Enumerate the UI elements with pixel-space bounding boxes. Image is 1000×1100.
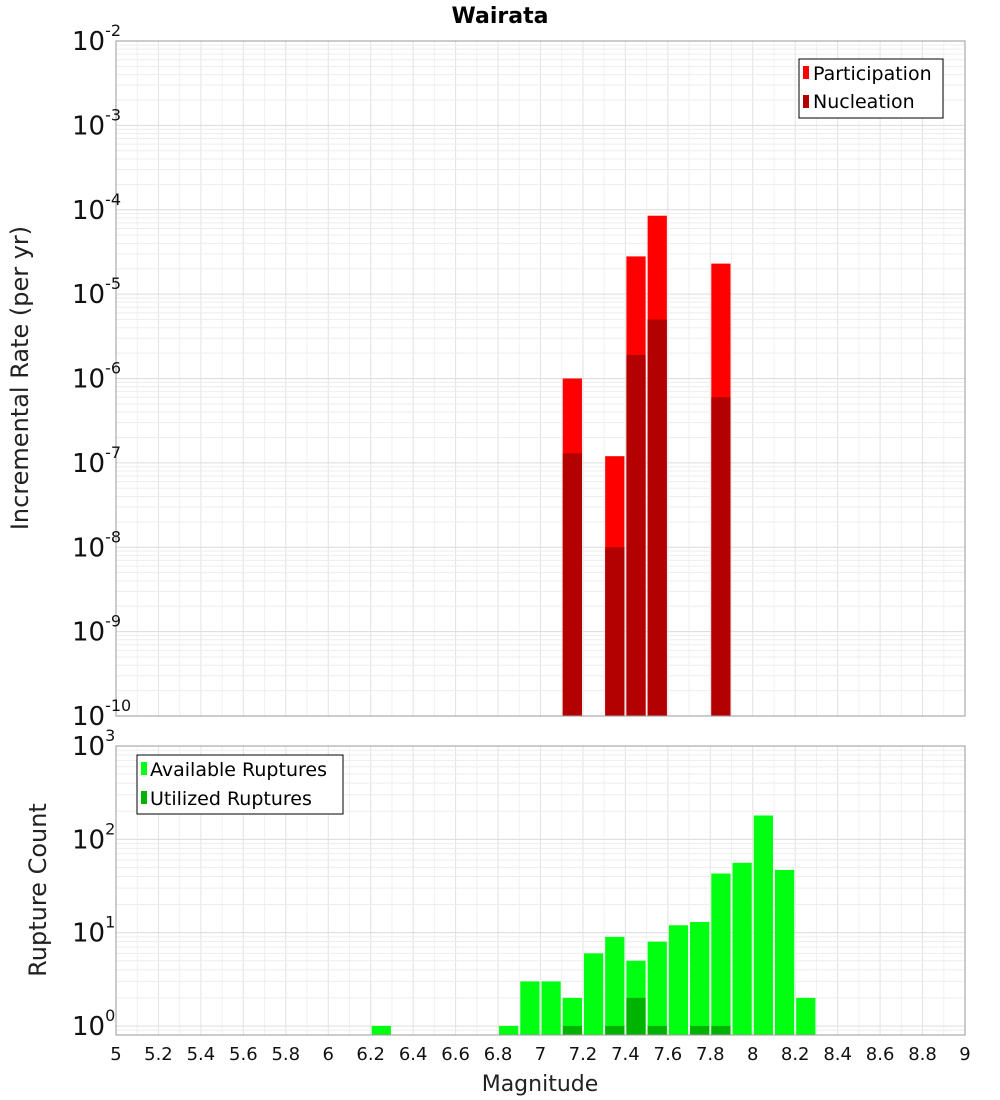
bar-available-ruptures [753,815,773,1035]
legend-swatch-available [141,762,147,775]
top-legend-box [798,58,944,119]
x-tick-label: 6.2 [356,1044,385,1065]
y-tick-label: 10-10 [72,696,131,732]
bottom-legend: Available Ruptures Utilized Ruptures [136,754,344,815]
top-y-axis-label: Incremental Rate (per yr) [6,226,34,530]
y-tick-label: 10-6 [72,359,121,395]
top-bars [562,215,731,717]
x-tick-label: 6.4 [399,1044,428,1065]
bar-available-ruptures [371,1025,391,1035]
bar-available-ruptures [605,936,625,1035]
top-y-axis-ticks: 10-10 10-9 10-8 10-7 10-6 10-5 10-4 10-3 10-2 [72,21,131,732]
bar-available-ruptures [541,981,561,1035]
x-tick-label: 8.2 [781,1044,810,1065]
bar-utilized-ruptures [605,1025,625,1035]
bar-nucleation [711,397,731,716]
bar-nucleation [626,354,646,716]
top-legend: Participation Nucleation [798,58,944,119]
legend-swatch-utilized [141,791,147,804]
x-tick-label: 8.8 [908,1044,937,1065]
y-tick-label: 101 [72,913,115,949]
x-axis-ticks: 5 5.2 5.4 5.6 5.8 6 6.2 6.4 6.6 6.8 7 7.2 7.4 7.6 7.8 8… [110,1044,970,1065]
x-tick-label: 8 [747,1044,758,1065]
chart-title: Wairata [452,4,549,29]
x-tick-label: 5.8 [271,1044,300,1065]
bar-utilized-ruptures [562,1025,582,1035]
top-grid [115,40,966,717]
bar-available-ruptures [520,981,540,1035]
y-tick-label: 100 [72,1006,115,1042]
y-tick-label: 10-8 [72,527,121,563]
legend-label-nucleation: Nucleation [813,91,915,113]
bottom-plot-frame [115,745,966,1036]
x-axis-label: Magnitude [482,1072,599,1097]
x-tick-label: 6.8 [484,1044,513,1065]
x-tick-label: 9 [959,1044,970,1065]
y-tick-label: 10-7 [72,443,121,479]
legend-swatch-participation [803,66,809,79]
bottom-legend-box [136,754,344,815]
y-tick-label: 10-3 [72,105,121,141]
y-tick-label: 10-2 [72,21,121,57]
bar-available-ruptures [499,1025,519,1035]
x-tick-label: 5.6 [229,1044,258,1065]
legend-label-participation: Participation [813,63,932,85]
x-tick-label: 7.8 [696,1044,725,1065]
bar-nucleation [562,453,582,716]
x-tick-label: 6.6 [441,1044,470,1065]
bar-available-ruptures [690,922,710,1035]
x-tick-label: 5.4 [187,1044,216,1065]
x-tick-label: 5.2 [144,1044,173,1065]
x-tick-label: 8.4 [823,1044,852,1065]
bar-available-ruptures [647,941,667,1035]
bottom-y-axis-ticks: 100 101 102 103 [72,726,115,1042]
legend-swatch-nucleation [803,95,809,108]
bottom-bars [371,815,816,1035]
top-plot-frame [115,40,966,717]
bar-available-ruptures [562,997,582,1035]
bar-available-ruptures [711,873,731,1035]
bar-utilized-ruptures [626,997,646,1035]
bar-available-ruptures [668,925,689,1035]
x-tick-label: 7.2 [569,1044,598,1065]
y-tick-label: 10-9 [72,612,121,648]
legend-label-available: Available Ruptures [150,759,327,781]
x-tick-label: 8.6 [866,1044,895,1065]
bar-nucleation [647,319,667,716]
x-tick-label: 7.6 [654,1044,683,1065]
legend-label-utilized: Utilized Ruptures [150,788,312,810]
bar-utilized-ruptures [690,1025,710,1035]
x-tick-label: 7 [535,1044,546,1065]
x-tick-label: 7.4 [611,1044,640,1065]
bar-available-ruptures [583,953,604,1035]
bar-available-ruptures [796,997,816,1035]
y-tick-label: 103 [72,726,115,762]
y-tick-label: 10-4 [72,190,121,226]
bar-utilized-ruptures [711,1025,731,1035]
y-tick-label: 102 [72,819,115,855]
bar-nucleation [605,547,625,716]
bar-available-ruptures [774,869,795,1035]
bar-utilized-ruptures [647,1025,667,1035]
bottom-y-axis-label: Rupture Count [24,803,52,977]
bar-available-ruptures [732,862,752,1035]
y-tick-label: 10-5 [72,274,121,310]
x-tick-label: 5 [110,1044,121,1065]
x-tick-label: 6 [323,1044,334,1065]
